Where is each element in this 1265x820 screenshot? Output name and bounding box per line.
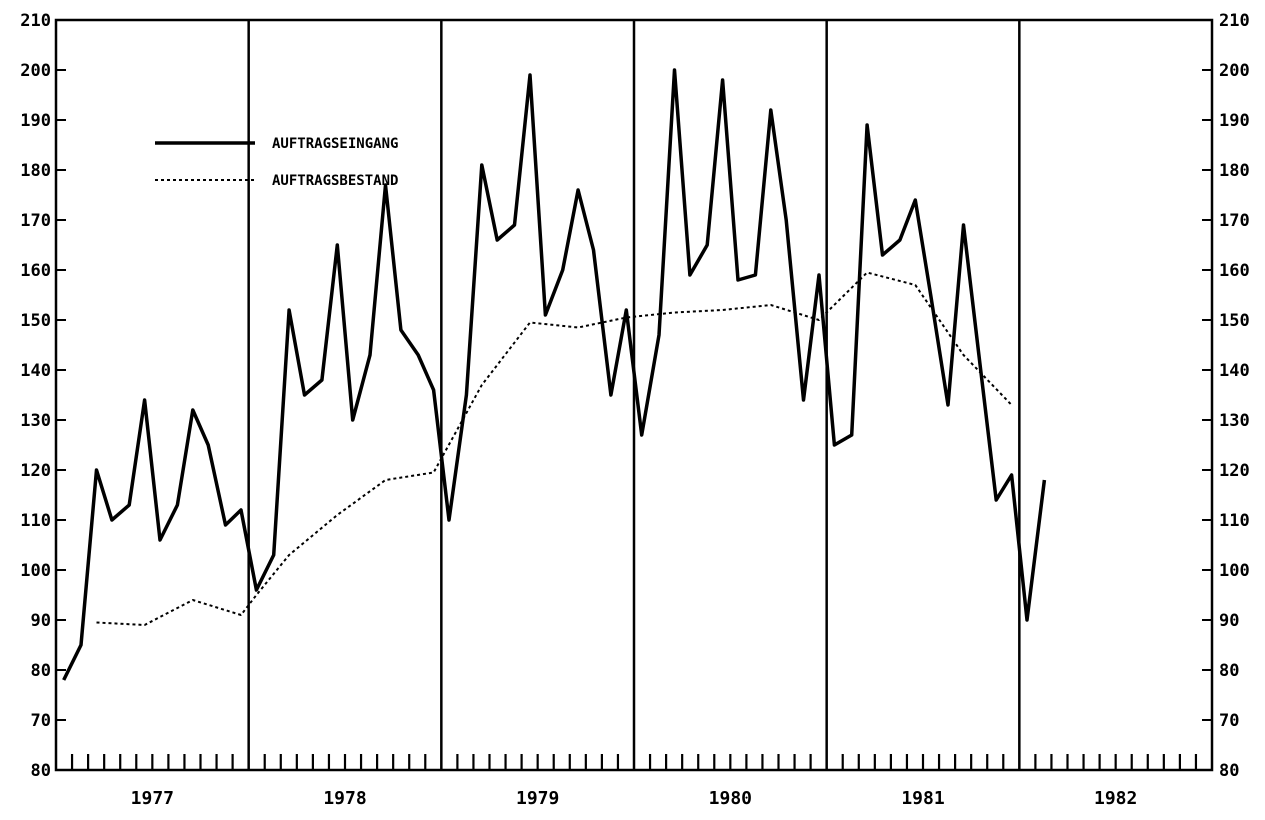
x-axis: 1977 1978 1979 1980 1981 1982 (70, 754, 1198, 809)
y-tick-label-right: 170 (1219, 211, 1250, 231)
y-tick-label: 70 (31, 711, 51, 731)
y-tick-label: 190 (20, 111, 51, 131)
y-tick-label: 110 (20, 511, 51, 531)
series-auftragsbestand-line (96, 271, 1013, 626)
y-tick-label-right: 80 (1219, 661, 1239, 681)
y-tick-label: 80 (31, 761, 51, 781)
year-dividers (247, 20, 1021, 770)
legend: AUFTRAGSEINGANG AUFTRAGSBESTAND (155, 136, 398, 189)
y-tick-label: 140 (20, 361, 51, 381)
y-tick-label: 80 (31, 661, 51, 681)
series-auftragseingang-line (62, 68, 1047, 681)
x-year-label: 1977 (131, 788, 174, 809)
y-tick-label-right: 140 (1219, 361, 1250, 381)
y-tick-label-right: 210 (1219, 11, 1250, 31)
y-tick-label: 150 (20, 311, 51, 331)
y-tick-label: 210 (20, 11, 51, 31)
y-tick-label-right: 80 (1219, 761, 1239, 781)
left-axis: 80 70 80 90 100 110 120 130 140 150 160 170 180 190 20… (20, 11, 66, 781)
y-tick-label: 100 (20, 561, 51, 581)
y-tick-label-right: 160 (1219, 261, 1250, 281)
legend-label: AUFTRAGSEINGANG (272, 136, 398, 152)
x-year-label: 1979 (516, 788, 559, 809)
y-tick-label: 130 (20, 411, 51, 431)
y-tick-label: 180 (20, 161, 51, 181)
y-tick-label: 200 (20, 61, 51, 81)
series-layer (62, 68, 1047, 681)
y-tick-label-right: 120 (1219, 461, 1250, 481)
x-year-label: 1980 (709, 788, 752, 809)
y-tick-label-right: 130 (1219, 411, 1250, 431)
right-axis: 80 70 80 90 100 110 120 130 140 150 160 170 180 190 20… (1202, 11, 1250, 781)
y-tick-label-right: 70 (1219, 711, 1239, 731)
y-tick-label-right: 110 (1219, 511, 1250, 531)
y-tick-label: 90 (31, 611, 51, 631)
x-year-label: 1982 (1094, 788, 1137, 809)
x-year-label: 1981 (901, 788, 944, 809)
y-tick-label-right: 200 (1219, 61, 1250, 81)
y-tick-label-right: 150 (1219, 311, 1250, 331)
y-tick-label: 160 (20, 261, 51, 281)
x-year-label: 1978 (323, 788, 366, 809)
y-tick-label-right: 90 (1219, 611, 1239, 631)
y-tick-label: 170 (20, 211, 51, 231)
y-tick-label-right: 190 (1219, 111, 1250, 131)
y-tick-label: 120 (20, 461, 51, 481)
legend-label: AUFTRAGSBESTAND (272, 173, 398, 189)
y-tick-label-right: 180 (1219, 161, 1250, 181)
y-tick-label-right: 100 (1219, 561, 1250, 581)
